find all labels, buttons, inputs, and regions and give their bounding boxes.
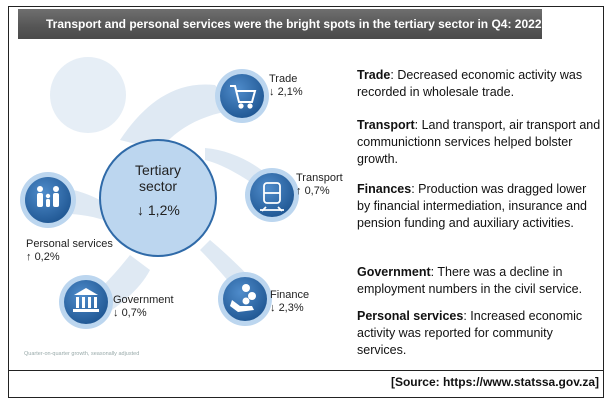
- description-personal-services: Personal services: Increased economic ac…: [357, 309, 583, 357]
- finance-node: [218, 272, 272, 326]
- government-label: Government ↓ 0,7%: [113, 294, 174, 319]
- connector-shapes: [45, 57, 268, 320]
- description-government: Government: There was a decline in emplo…: [357, 265, 583, 296]
- shopping-cart-icon: [230, 85, 257, 109]
- family-icon: [37, 186, 59, 207]
- description-trade: Trade: Decreased economic activity was r…: [357, 68, 583, 99]
- divider: [8, 370, 604, 371]
- government-building-icon: [73, 288, 99, 312]
- arrow-up-icon: ↑: [26, 251, 32, 263]
- transport-label: Transport ↑ 0,7%: [296, 172, 343, 197]
- figure-title: Transport and personal services were the…: [18, 9, 542, 39]
- personal-services-label: Personal services ↑ 0,2%: [26, 238, 113, 263]
- footnote: Quarter-on-quarter growth, seasonally ad…: [24, 351, 140, 357]
- center-circle: [99, 139, 217, 257]
- finance-label: Finance ↓ 2,3%: [270, 289, 310, 314]
- personal-services-node: [20, 172, 76, 228]
- train-icon: [260, 182, 284, 212]
- trade-label: Trade ↓ 2,1%: [269, 73, 303, 98]
- transport-node: [245, 168, 299, 222]
- arrow-down-icon: ↓: [137, 202, 144, 218]
- description-transport: Transport: Land transport, air transport…: [357, 118, 601, 166]
- arrow-down-icon: ↓: [113, 307, 119, 319]
- center-title: Tertiary sector: [135, 162, 181, 194]
- arrow-down-icon: ↓: [270, 302, 276, 314]
- hand-coins-icon: [230, 284, 256, 312]
- description-finances: Finances: Production was dragged lower b…: [357, 182, 587, 230]
- trade-node: [215, 69, 269, 123]
- arrow-up-icon: ↑: [296, 185, 302, 197]
- source-citation: [Source: https://www.statssa.gov.za]: [390, 375, 599, 389]
- center-value: ↓ 1,2%: [137, 202, 180, 218]
- government-node: [59, 275, 113, 329]
- arrow-down-icon: ↓: [269, 86, 275, 98]
